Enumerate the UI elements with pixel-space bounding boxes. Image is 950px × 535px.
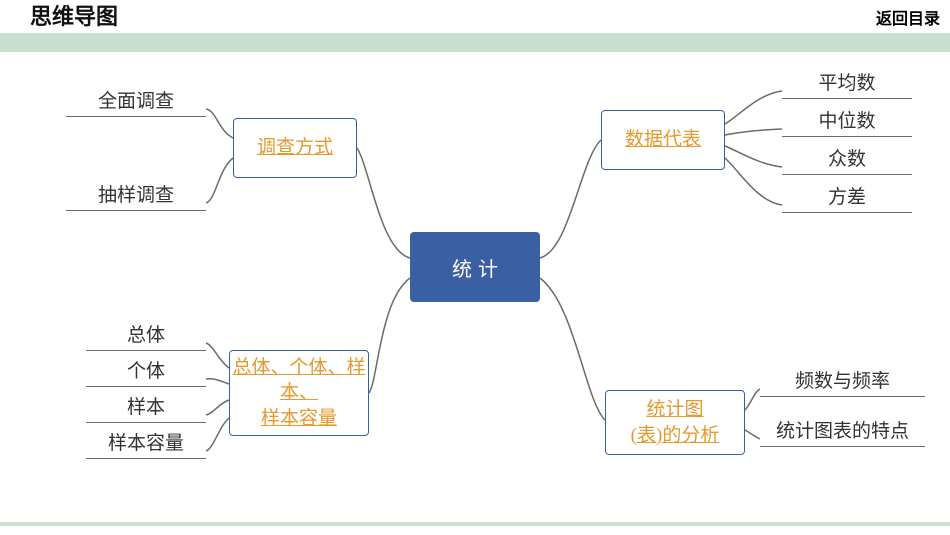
leaf-frequency: 频数与频率 <box>760 366 925 397</box>
footer-bar <box>0 522 950 526</box>
leaf-sampling-survey: 抽样调查 <box>66 180 206 211</box>
branch-chart-analysis: 统计图(表)的分析 <box>605 390 745 455</box>
branch-survey-method: 调查方式 <box>233 118 357 178</box>
leaf-median: 中位数 <box>782 106 912 137</box>
leaf-variance: 方差 <box>782 182 912 213</box>
leaf-chart-features: 统计图表的特点 <box>760 416 925 447</box>
leaf-mean: 平均数 <box>782 68 912 99</box>
leaf-sample: 样本 <box>86 392 206 423</box>
branch-data-representation: 数据代表 <box>601 110 725 170</box>
leaf-population: 总体 <box>86 320 206 351</box>
center-node: 统计 <box>410 232 540 302</box>
branch-population-sample: 总体、个体、样本、样本容量 <box>229 350 369 436</box>
leaf-individual: 个体 <box>86 356 206 387</box>
leaf-mode: 众数 <box>782 144 912 175</box>
leaf-full-survey: 全面调查 <box>66 86 206 117</box>
mindmap-canvas: 统计 调查方式 总体、个体、样本、样本容量 数据代表 统计图(表)的分析 全面调… <box>0 0 950 535</box>
center-node-label: 统计 <box>452 253 504 282</box>
leaf-sample-size: 样本容量 <box>86 428 206 459</box>
